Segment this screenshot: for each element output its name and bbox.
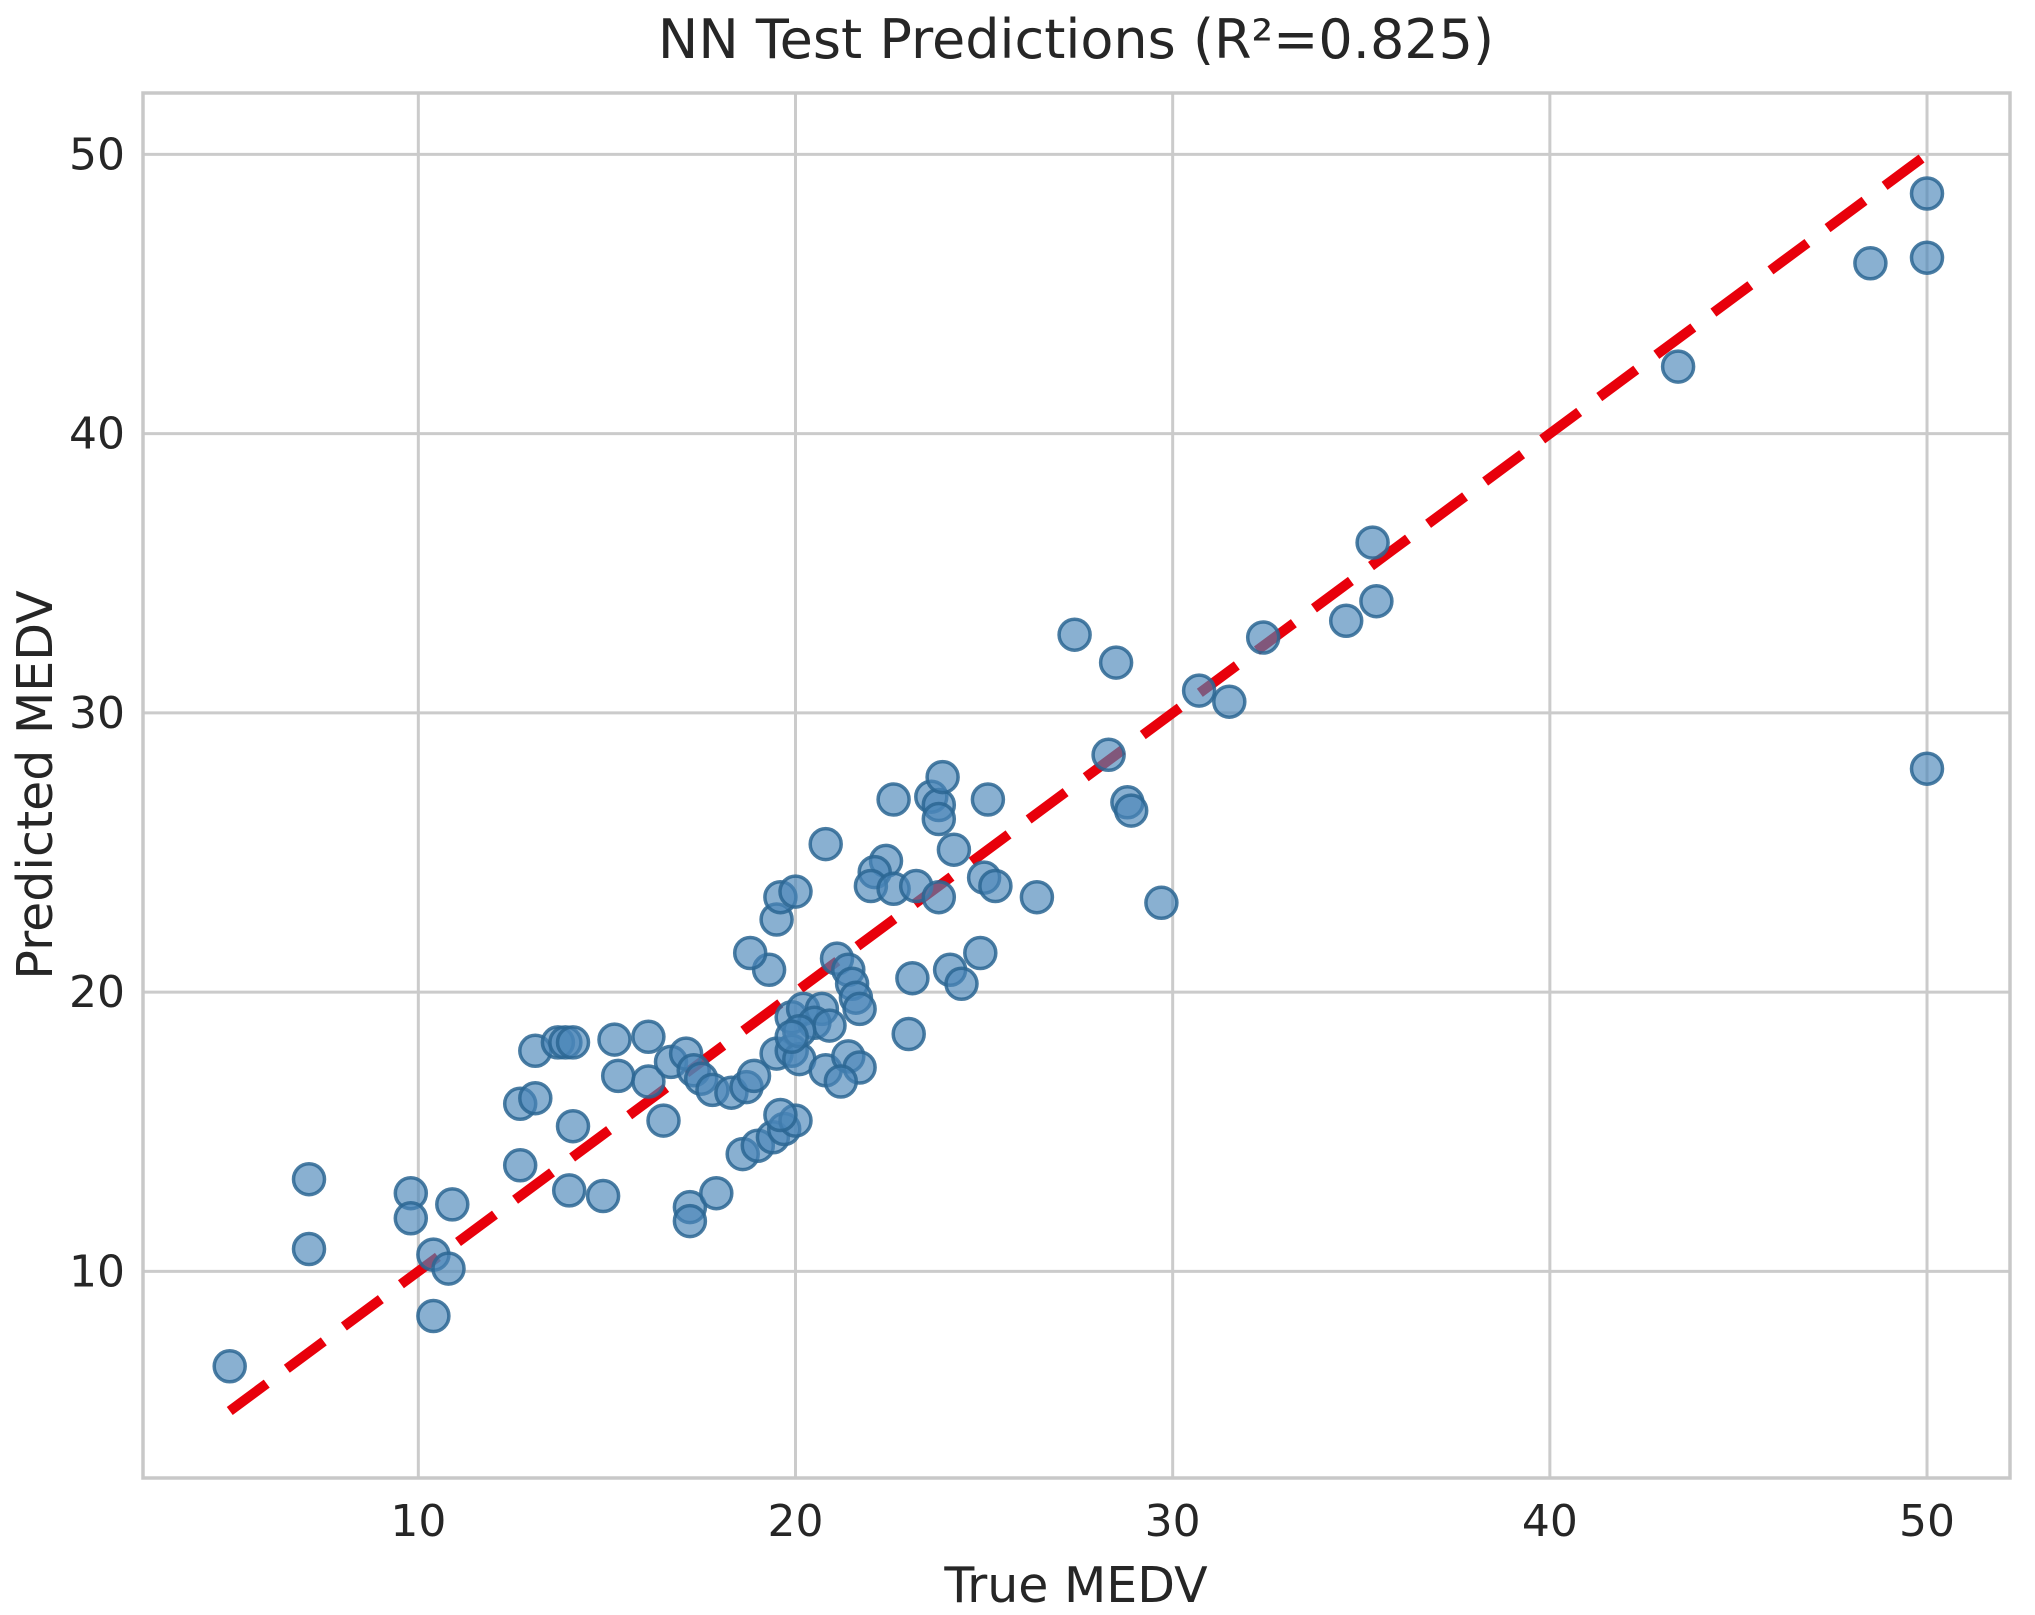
scatter-point	[778, 874, 813, 909]
scatter-point	[978, 868, 1013, 904]
tick-labels: 10 20 30 40 50 10 20 30 40 50	[69, 129, 1955, 1547]
scatter-point	[763, 1097, 798, 1133]
scatter-point	[963, 935, 998, 971]
y-tick-label: 50	[69, 129, 125, 180]
y-tick-label: 30	[69, 688, 125, 739]
scatter-point	[291, 1231, 327, 1267]
scatter-point	[699, 1175, 734, 1211]
scatter-point	[1113, 793, 1149, 828]
scatter-point	[774, 1019, 809, 1055]
x-tick-label: 10	[390, 1496, 446, 1547]
scatter-point	[646, 1103, 681, 1138]
scatter-point	[736, 1058, 772, 1094]
scatter-point	[1909, 751, 1945, 786]
scatter-point	[732, 935, 768, 971]
scatter-point	[1909, 240, 1945, 275]
scatter-point	[585, 1178, 621, 1214]
scatter-point	[1245, 620, 1281, 655]
scatter-point	[895, 960, 930, 996]
scatter-point	[431, 1251, 466, 1286]
y-tick-label: 20	[69, 967, 125, 1018]
scatter-point	[842, 991, 877, 1027]
x-axis-label: True MEDV	[943, 1557, 1208, 1614]
scatter-point	[1212, 684, 1247, 719]
scatter-point	[555, 1108, 591, 1144]
scatter-point	[925, 759, 960, 795]
scatter-point	[1181, 673, 1217, 708]
scatter-point	[808, 826, 843, 862]
scatter-point	[970, 782, 1006, 817]
plot-frame	[141, 91, 2012, 1480]
scatter-point	[416, 1298, 451, 1334]
scatter-point	[876, 782, 911, 817]
scatter-point	[631, 1064, 666, 1099]
scatter-point	[551, 1173, 587, 1208]
scatter-point	[597, 1022, 632, 1057]
chart-title: NN Test Predictions (R²=0.825)	[658, 8, 1494, 71]
scatter-point	[1019, 879, 1055, 915]
identity-line	[226, 150, 1930, 1416]
y-tick-label: 40	[69, 409, 125, 460]
scatter-points	[212, 176, 1945, 1384]
scatter-point	[600, 1058, 636, 1094]
scatter-point	[1098, 645, 1134, 680]
x-tick-label: 20	[768, 1496, 824, 1547]
y-axis-label: Predicted MEDV	[7, 590, 64, 980]
scatter-point	[921, 879, 957, 915]
scatter-point	[1660, 349, 1696, 384]
scatter-point	[812, 1008, 847, 1043]
scatter-point	[1091, 737, 1126, 773]
scatter-point	[823, 1064, 859, 1099]
x-tick-label: 30	[1145, 1496, 1201, 1547]
scatter-point	[555, 1025, 591, 1060]
scatter-point	[944, 966, 979, 1002]
scatter-point	[291, 1161, 327, 1197]
scatter-point	[518, 1080, 553, 1116]
scatter-point	[212, 1349, 247, 1384]
scatter-point	[921, 801, 957, 837]
scatter-point	[936, 832, 972, 867]
scatter-point	[435, 1187, 470, 1222]
x-tick-label: 50	[1899, 1496, 1955, 1547]
scatter-point	[1909, 176, 1945, 211]
identity-line-layer	[226, 150, 1930, 1416]
scatter-point	[672, 1203, 708, 1239]
scatter-point	[1328, 603, 1364, 639]
axes-frame	[141, 91, 2012, 1480]
scatter-point	[1359, 583, 1394, 619]
x-tick-label: 40	[1522, 1496, 1578, 1547]
scatter-point	[631, 1019, 666, 1055]
scatter-point	[891, 1016, 926, 1052]
scatter-point	[1057, 617, 1092, 652]
scatter-point	[393, 1201, 429, 1236]
scatter-point	[502, 1148, 538, 1183]
scatter-point	[1853, 246, 1888, 281]
y-tick-label: 10	[69, 1246, 125, 1297]
scatter-point	[1144, 885, 1179, 921]
scatter-point	[1355, 525, 1390, 560]
